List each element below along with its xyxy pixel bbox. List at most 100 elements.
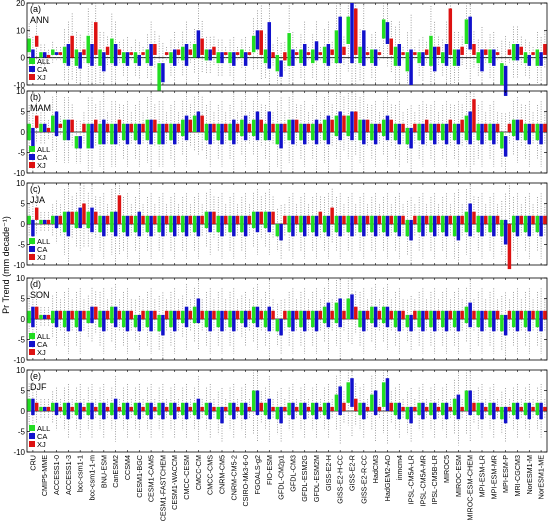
bar-ca [291,402,295,420]
bar-all [523,52,528,64]
bar-xj [519,215,523,224]
bar-xj [176,49,181,55]
y-tick-label: -5 [18,241,26,250]
bar-all [393,46,398,66]
x-category-label: NorESM1-ME [537,455,546,500]
bar-ca [362,30,366,66]
bar-ca [515,119,520,141]
bar-all [86,211,90,229]
bar-ca [42,52,47,58]
bar-all [511,402,516,416]
y-tick-label: -5 [18,428,26,437]
bar-ca [492,215,496,237]
bar-all [39,219,43,224]
bar-ca [527,215,532,237]
bar-ca [503,136,508,157]
bar-all [287,119,291,141]
bar-ca [279,319,283,336]
bar-all [381,215,386,233]
bar-ca [432,46,437,72]
bar-xj [460,310,464,319]
legend-entry: XJ [37,440,46,449]
bar-xj [82,203,86,224]
bar-xj [519,406,523,411]
bar-all [287,33,291,66]
bar-all [240,310,244,324]
bar-xj [306,52,311,55]
panel-frame [26,2,548,86]
x-category-label: CESM1-BGC [135,455,144,498]
bar-ca [113,211,118,237]
bar-xj [247,215,252,224]
bar-ca [373,49,378,66]
bar-xj [164,406,169,411]
bar-ca [314,119,319,145]
x-category-label: GFDL-CM2p1 [277,455,286,500]
bar-all [405,52,410,72]
bar-all [417,215,421,233]
legend-swatch [29,333,35,339]
bar-xj [448,8,453,55]
bar-all [464,19,469,44]
bar-all [121,215,126,233]
bar-all [263,402,268,416]
bar-all [417,310,421,328]
bar-ca [385,378,390,411]
bar-all [169,310,173,328]
bar-xj [129,310,133,319]
bar-ca [279,406,283,424]
bar-all [240,49,244,58]
bar-all [441,402,445,416]
legend-entry: ALL [37,145,50,154]
bar-ca [172,402,177,420]
bar-ca [492,310,496,332]
bar-all [251,211,256,229]
bar-all [405,127,410,145]
bar-ca [432,215,437,237]
panel-label: (e) [30,371,41,381]
bar-all [275,123,280,145]
bar-ca [184,44,189,66]
bar-all [145,119,150,141]
bar-all [251,390,256,411]
bar-xj [247,310,252,319]
bar-xj [153,310,157,319]
bar-all [228,52,232,64]
bar-all [322,119,327,141]
bar-all [429,123,433,141]
bar-xj [58,215,63,224]
x-category-label: CanESM2 [111,455,120,488]
bar-xj [330,119,334,132]
bar-xj [271,123,275,132]
bar-ca [291,49,295,66]
bar-xj [507,310,512,319]
bar-ca [90,207,94,233]
x-category-label: CMCC-CMS [206,455,215,495]
bar-xj [330,406,334,411]
bar-xj [105,46,110,55]
bar-xj [212,310,216,319]
bar-xj [82,310,86,319]
bar-xj [129,406,133,411]
legend-entry: XJ [37,253,46,262]
bar-xj [342,115,346,132]
bar-xj [507,123,512,132]
bar-ca [54,111,59,137]
bar-xj [105,310,110,319]
bar-ca [255,306,260,328]
bar-xj [531,215,535,224]
bar-all [98,49,102,66]
x-category-label: IPSL-CM5A-MR [418,455,427,507]
legend-entry: CA [37,153,47,162]
bar-xj [531,310,535,319]
bar-xj [365,215,370,224]
bar-ca [432,123,437,145]
legend-swatch [29,425,35,431]
bar-all [287,310,291,328]
panel-label: (b) [30,92,41,102]
bar-all [275,54,280,72]
bar-ca [184,306,189,328]
bar-all [405,219,410,237]
bar-all [275,224,280,237]
bar-all [476,310,480,328]
